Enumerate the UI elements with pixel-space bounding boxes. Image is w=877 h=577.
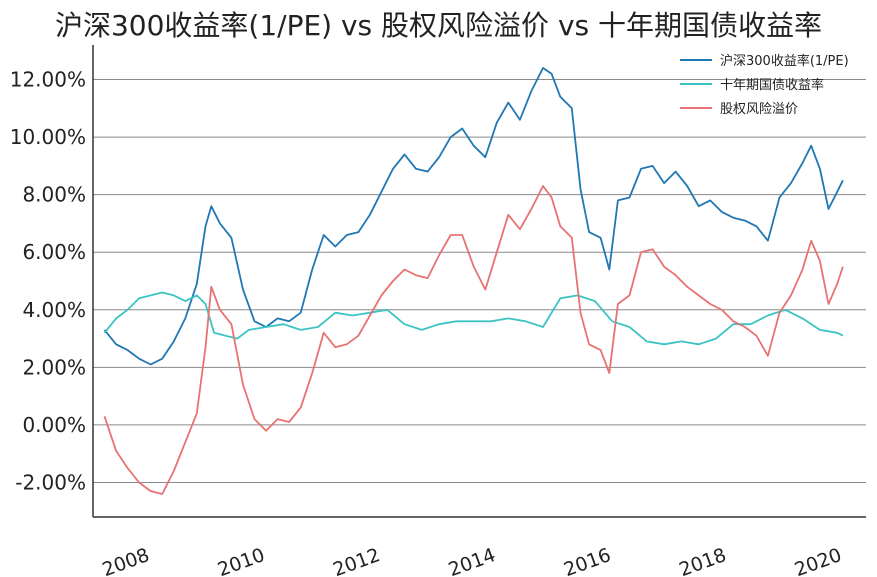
- y-axis-ticks: -2.00% 0.00% 2.00% 4.00% 6.00% 8.00% 10.00% 12.…: [10, 68, 86, 495]
- y-tick-label: 8.00%: [22, 183, 86, 207]
- axes-layer: [92, 45, 866, 518]
- y-tick-label: 2.00%: [22, 355, 86, 379]
- x-tick-label: 2008: [99, 544, 152, 577]
- series-layer: [103, 67, 844, 495]
- chart-title: 沪深300收益率(1/PE) vs 股权风险溢价 vs 十年期国债收益率: [54, 9, 823, 42]
- y-tick-label: 10.00%: [10, 125, 86, 149]
- legend-label: 股权风险溢价: [720, 101, 798, 117]
- y-tick-label: 12.00%: [10, 68, 86, 92]
- series-line-2: [103, 185, 844, 495]
- x-tick-label: 2018: [676, 544, 729, 577]
- x-tick-label: 2010: [215, 544, 268, 577]
- legend-label: 沪深300收益率(1/PE): [720, 53, 849, 69]
- series-line-0: [103, 67, 844, 366]
- y-tick-label: 4.00%: [22, 298, 86, 322]
- legend-label: 十年期国债收益率: [720, 77, 824, 93]
- x-axis-ticks: 2008 2010 2012 2014 2016 2018 2020: [99, 544, 844, 577]
- y-tick-label: -2.00%: [15, 470, 86, 494]
- grid-layer: [93, 79, 866, 483]
- series-line-1: [103, 291, 844, 346]
- x-tick-label: 2016: [561, 544, 614, 577]
- x-tick-label: 2012: [330, 544, 383, 577]
- x-tick-label: 2020: [792, 544, 845, 577]
- y-tick-label: 6.00%: [22, 240, 86, 264]
- x-tick-label: 2014: [446, 544, 499, 577]
- y-tick-label: 0.00%: [22, 413, 86, 437]
